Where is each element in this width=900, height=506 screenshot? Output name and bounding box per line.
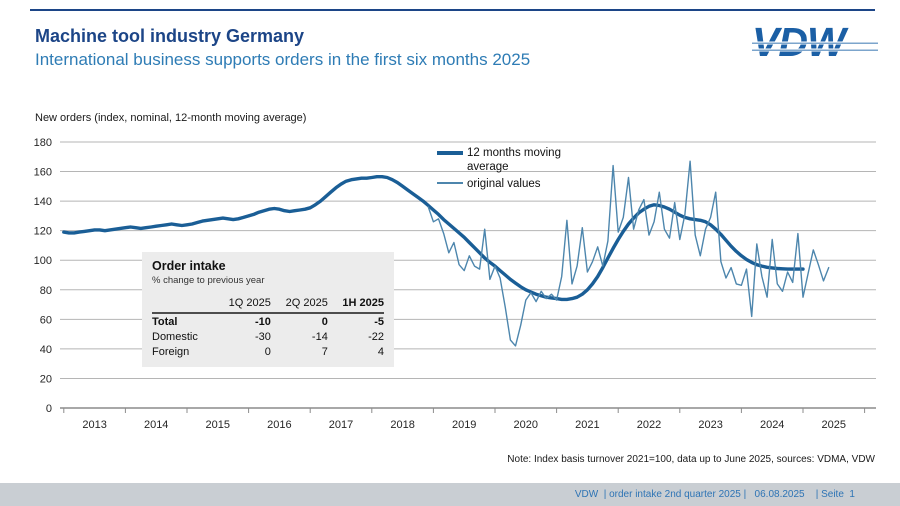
- vdw-logo: VDW: [752, 16, 878, 71]
- legend-item-moving-average: 12 months moving average: [437, 146, 577, 174]
- original-values-swatch-icon: [437, 182, 463, 184]
- column-header: 2Q 2025: [270, 296, 328, 314]
- svg-text:2021: 2021: [575, 419, 599, 431]
- row-value: -10: [254, 315, 271, 328]
- row-value: 0: [321, 315, 328, 328]
- svg-text:100: 100: [34, 255, 52, 267]
- row-label: Domestic: [152, 330, 198, 343]
- row-value: 0: [264, 345, 271, 358]
- svg-text:2013: 2013: [82, 419, 106, 431]
- row-value: -30: [254, 330, 271, 343]
- moving-average-line: [62, 174, 805, 302]
- svg-text:2015: 2015: [206, 419, 230, 431]
- column-header: [152, 296, 214, 314]
- column-header: 1H 2025: [327, 296, 384, 314]
- row-label: Total: [152, 315, 178, 328]
- legend-label: original values: [467, 178, 541, 190]
- footer-bar: VDW | order intake 2nd quarter 2025 | 06…: [0, 483, 900, 506]
- svg-text:2020: 2020: [514, 419, 538, 431]
- footer-text: VDW | order intake 2nd quarter 2025 | 06…: [574, 489, 855, 500]
- svg-text:2016: 2016: [267, 419, 291, 431]
- table-title: Order intake: [152, 259, 226, 273]
- vdw-logo-icon: VDW: [752, 19, 878, 65]
- svg-text:180: 180: [34, 137, 52, 149]
- legend-item-original-values: original values: [437, 177, 577, 191]
- column-header: 1Q 2025: [213, 296, 271, 314]
- svg-text:2023: 2023: [698, 419, 722, 431]
- svg-text:60: 60: [40, 314, 52, 326]
- legend-label: 12 months moving average: [467, 147, 561, 173]
- row-label: Foreign: [152, 345, 190, 358]
- order-table-body: Total -10 0 -5 Domestic -30 -14 -22 Foreign 0 7 4: [152, 313, 384, 359]
- page-subtitle: International business supports orders i…: [35, 50, 531, 69]
- footnote: Note: Index basis turnover 2021=100, dat…: [507, 454, 875, 465]
- page-title: Machine tool industry Germany: [35, 26, 305, 46]
- svg-text:2018: 2018: [390, 419, 414, 431]
- svg-text:2014: 2014: [144, 419, 168, 431]
- table-header-row: 1Q 2025 2Q 2025 1H 2025: [152, 296, 384, 314]
- chart-axis-caption: New orders (index, nominal, 12-month mov…: [35, 112, 307, 124]
- svg-text:120: 120: [34, 226, 52, 238]
- svg-text:2022: 2022: [637, 419, 661, 431]
- order-intake-table: Order intake % change to previous year 1…: [142, 252, 394, 367]
- top-divider: [30, 9, 875, 11]
- svg-text:140: 140: [34, 196, 52, 208]
- svg-text:20: 20: [40, 373, 52, 385]
- row-value: -5: [374, 315, 384, 328]
- svg-text:40: 40: [40, 344, 52, 356]
- svg-text:2024: 2024: [760, 419, 784, 431]
- moving-average-swatch-icon: [437, 151, 463, 155]
- chart-legend: 12 months moving average original values: [437, 146, 577, 194]
- original-values-line: [427, 160, 830, 347]
- svg-text:2025: 2025: [822, 419, 846, 431]
- table-subtitle: % change to previous year: [152, 275, 265, 286]
- table-row: Total -10 0 -5: [152, 313, 384, 329]
- row-value: 4: [377, 345, 384, 358]
- table-row: Foreign 0 7 4: [152, 344, 384, 359]
- row-value: -22: [368, 330, 384, 343]
- svg-text:2017: 2017: [329, 419, 353, 431]
- svg-text:160: 160: [34, 167, 52, 179]
- table-row: Domestic -30 -14 -22: [152, 329, 384, 344]
- svg-text:2019: 2019: [452, 419, 476, 431]
- row-value: -14: [311, 330, 328, 343]
- svg-text:80: 80: [40, 285, 52, 297]
- svg-text:0: 0: [46, 403, 52, 415]
- row-value: 7: [321, 345, 328, 358]
